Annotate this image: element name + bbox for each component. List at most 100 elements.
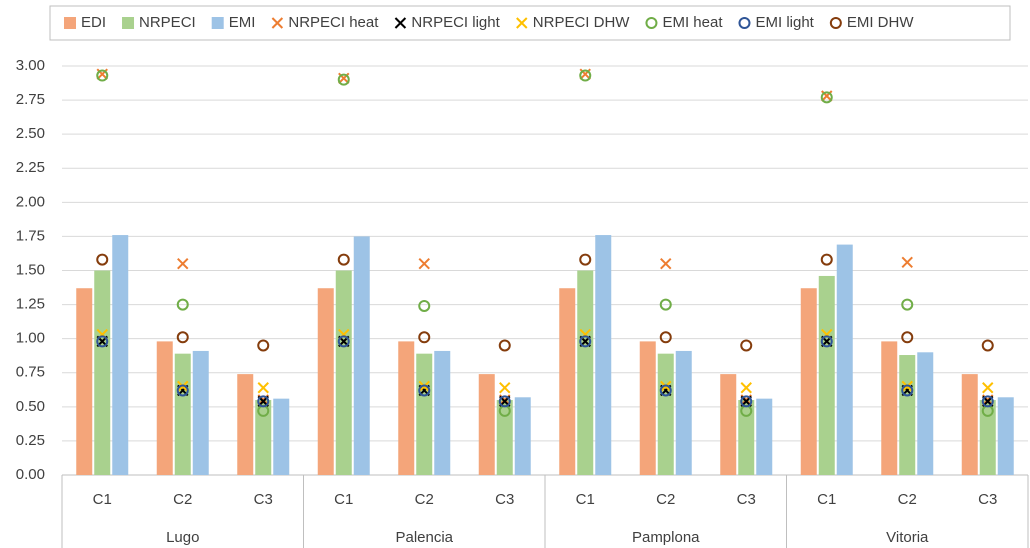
y-tick-label: 3.00 — [16, 57, 45, 74]
y-tick-label: 2.75 — [16, 91, 45, 108]
bar — [156, 341, 173, 475]
legend-label: EMI heat — [662, 14, 723, 31]
bar — [979, 400, 996, 475]
legend-label: NRPECI heat — [288, 14, 379, 31]
legend-swatch — [829, 17, 842, 29]
marker-circle — [337, 253, 350, 266]
bar — [818, 275, 835, 475]
legend-label: EMI DHW — [847, 14, 915, 31]
marker-circle — [96, 253, 109, 266]
legend-swatch — [738, 17, 751, 29]
bar — [94, 270, 111, 475]
y-tick-label: 2.00 — [16, 193, 45, 210]
bar — [434, 350, 451, 475]
legend-box — [49, 5, 1011, 41]
x-tick-label: C1 — [334, 491, 353, 508]
y-tick-label: 0.50 — [16, 398, 45, 415]
x-tick-label: C2 — [656, 491, 675, 508]
bar — [657, 353, 674, 475]
y-tick-label: 1.25 — [16, 296, 45, 313]
x-tick-label: C3 — [737, 491, 756, 508]
marker-x — [740, 382, 752, 394]
marker-circle — [176, 384, 189, 397]
marker-circle — [418, 299, 431, 312]
legend-label: NRPECI — [139, 14, 196, 31]
legend-swatch — [645, 17, 658, 29]
bar — [273, 398, 290, 475]
bar — [720, 374, 737, 475]
marker-x — [982, 382, 994, 394]
bar — [112, 235, 129, 475]
group-label: Palencia — [395, 529, 453, 546]
marker-circle — [418, 384, 431, 397]
bar — [595, 235, 612, 475]
marker-x — [499, 382, 511, 394]
marker-x — [901, 256, 913, 269]
bar — [639, 341, 656, 475]
marker-circle — [176, 298, 189, 311]
y-tick-label: 2.50 — [16, 125, 45, 142]
bar — [237, 374, 254, 475]
y-tick-label: 0.75 — [16, 364, 45, 381]
legend-swatch — [122, 17, 135, 29]
y-tick-label: 1.75 — [16, 227, 45, 244]
x-tick-label: C2 — [415, 491, 434, 508]
bar — [496, 400, 513, 475]
marker-circle — [579, 253, 592, 266]
legend-label: EMI — [229, 14, 256, 31]
marker-circle — [901, 331, 914, 344]
x-tick-label: C2 — [898, 491, 917, 508]
bar — [577, 270, 594, 475]
bar — [192, 350, 209, 475]
marker-x — [418, 257, 430, 270]
bar — [478, 374, 495, 475]
marker-circle — [257, 395, 270, 408]
marker-circle — [901, 384, 914, 397]
bar — [398, 341, 415, 475]
bar — [416, 353, 433, 475]
legend-label: NRPECI light — [411, 14, 500, 31]
bar — [800, 288, 817, 475]
y-tick-label: 1.00 — [16, 330, 45, 347]
marker-circle — [820, 253, 833, 266]
x-tick-label: C3 — [495, 491, 514, 508]
y-tick-label: 1.50 — [16, 261, 45, 278]
group-label: Pamplona — [632, 529, 700, 546]
marker-circle — [498, 339, 511, 352]
x-tick-label: C1 — [93, 491, 112, 508]
x-tick-label: C1 — [817, 491, 836, 508]
x-tick-label: C3 — [254, 491, 273, 508]
marker-circle — [981, 395, 994, 408]
marker-circle — [96, 69, 109, 82]
group-label: Lugo — [166, 529, 199, 546]
bar — [881, 341, 898, 475]
marker-x — [257, 382, 269, 394]
bar — [514, 397, 531, 475]
y-tick-label: 0.00 — [16, 466, 45, 483]
x-tick-label: C2 — [173, 491, 192, 508]
legend-label: EMI light — [755, 14, 814, 31]
marker-circle — [337, 73, 350, 86]
marker-circle — [820, 335, 833, 348]
bar — [317, 288, 334, 475]
marker-circle — [820, 91, 833, 104]
bar — [756, 398, 773, 475]
bar — [559, 288, 576, 475]
bar — [335, 270, 352, 475]
marker-circle — [96, 335, 109, 348]
y-tick-label: 0.25 — [16, 432, 45, 449]
marker-circle — [659, 298, 672, 311]
marker-circle — [337, 335, 350, 348]
marker-circle — [579, 335, 592, 348]
marker-circle — [659, 384, 672, 397]
legend-label: EDI — [81, 14, 106, 31]
legend-swatch — [394, 17, 407, 29]
legend-swatch — [211, 17, 224, 29]
legend-swatch — [271, 17, 284, 29]
bar — [738, 400, 755, 475]
bar — [174, 353, 191, 475]
marker-circle — [579, 69, 592, 82]
marker-circle — [901, 298, 914, 311]
bar — [917, 352, 934, 475]
bar — [255, 400, 272, 475]
